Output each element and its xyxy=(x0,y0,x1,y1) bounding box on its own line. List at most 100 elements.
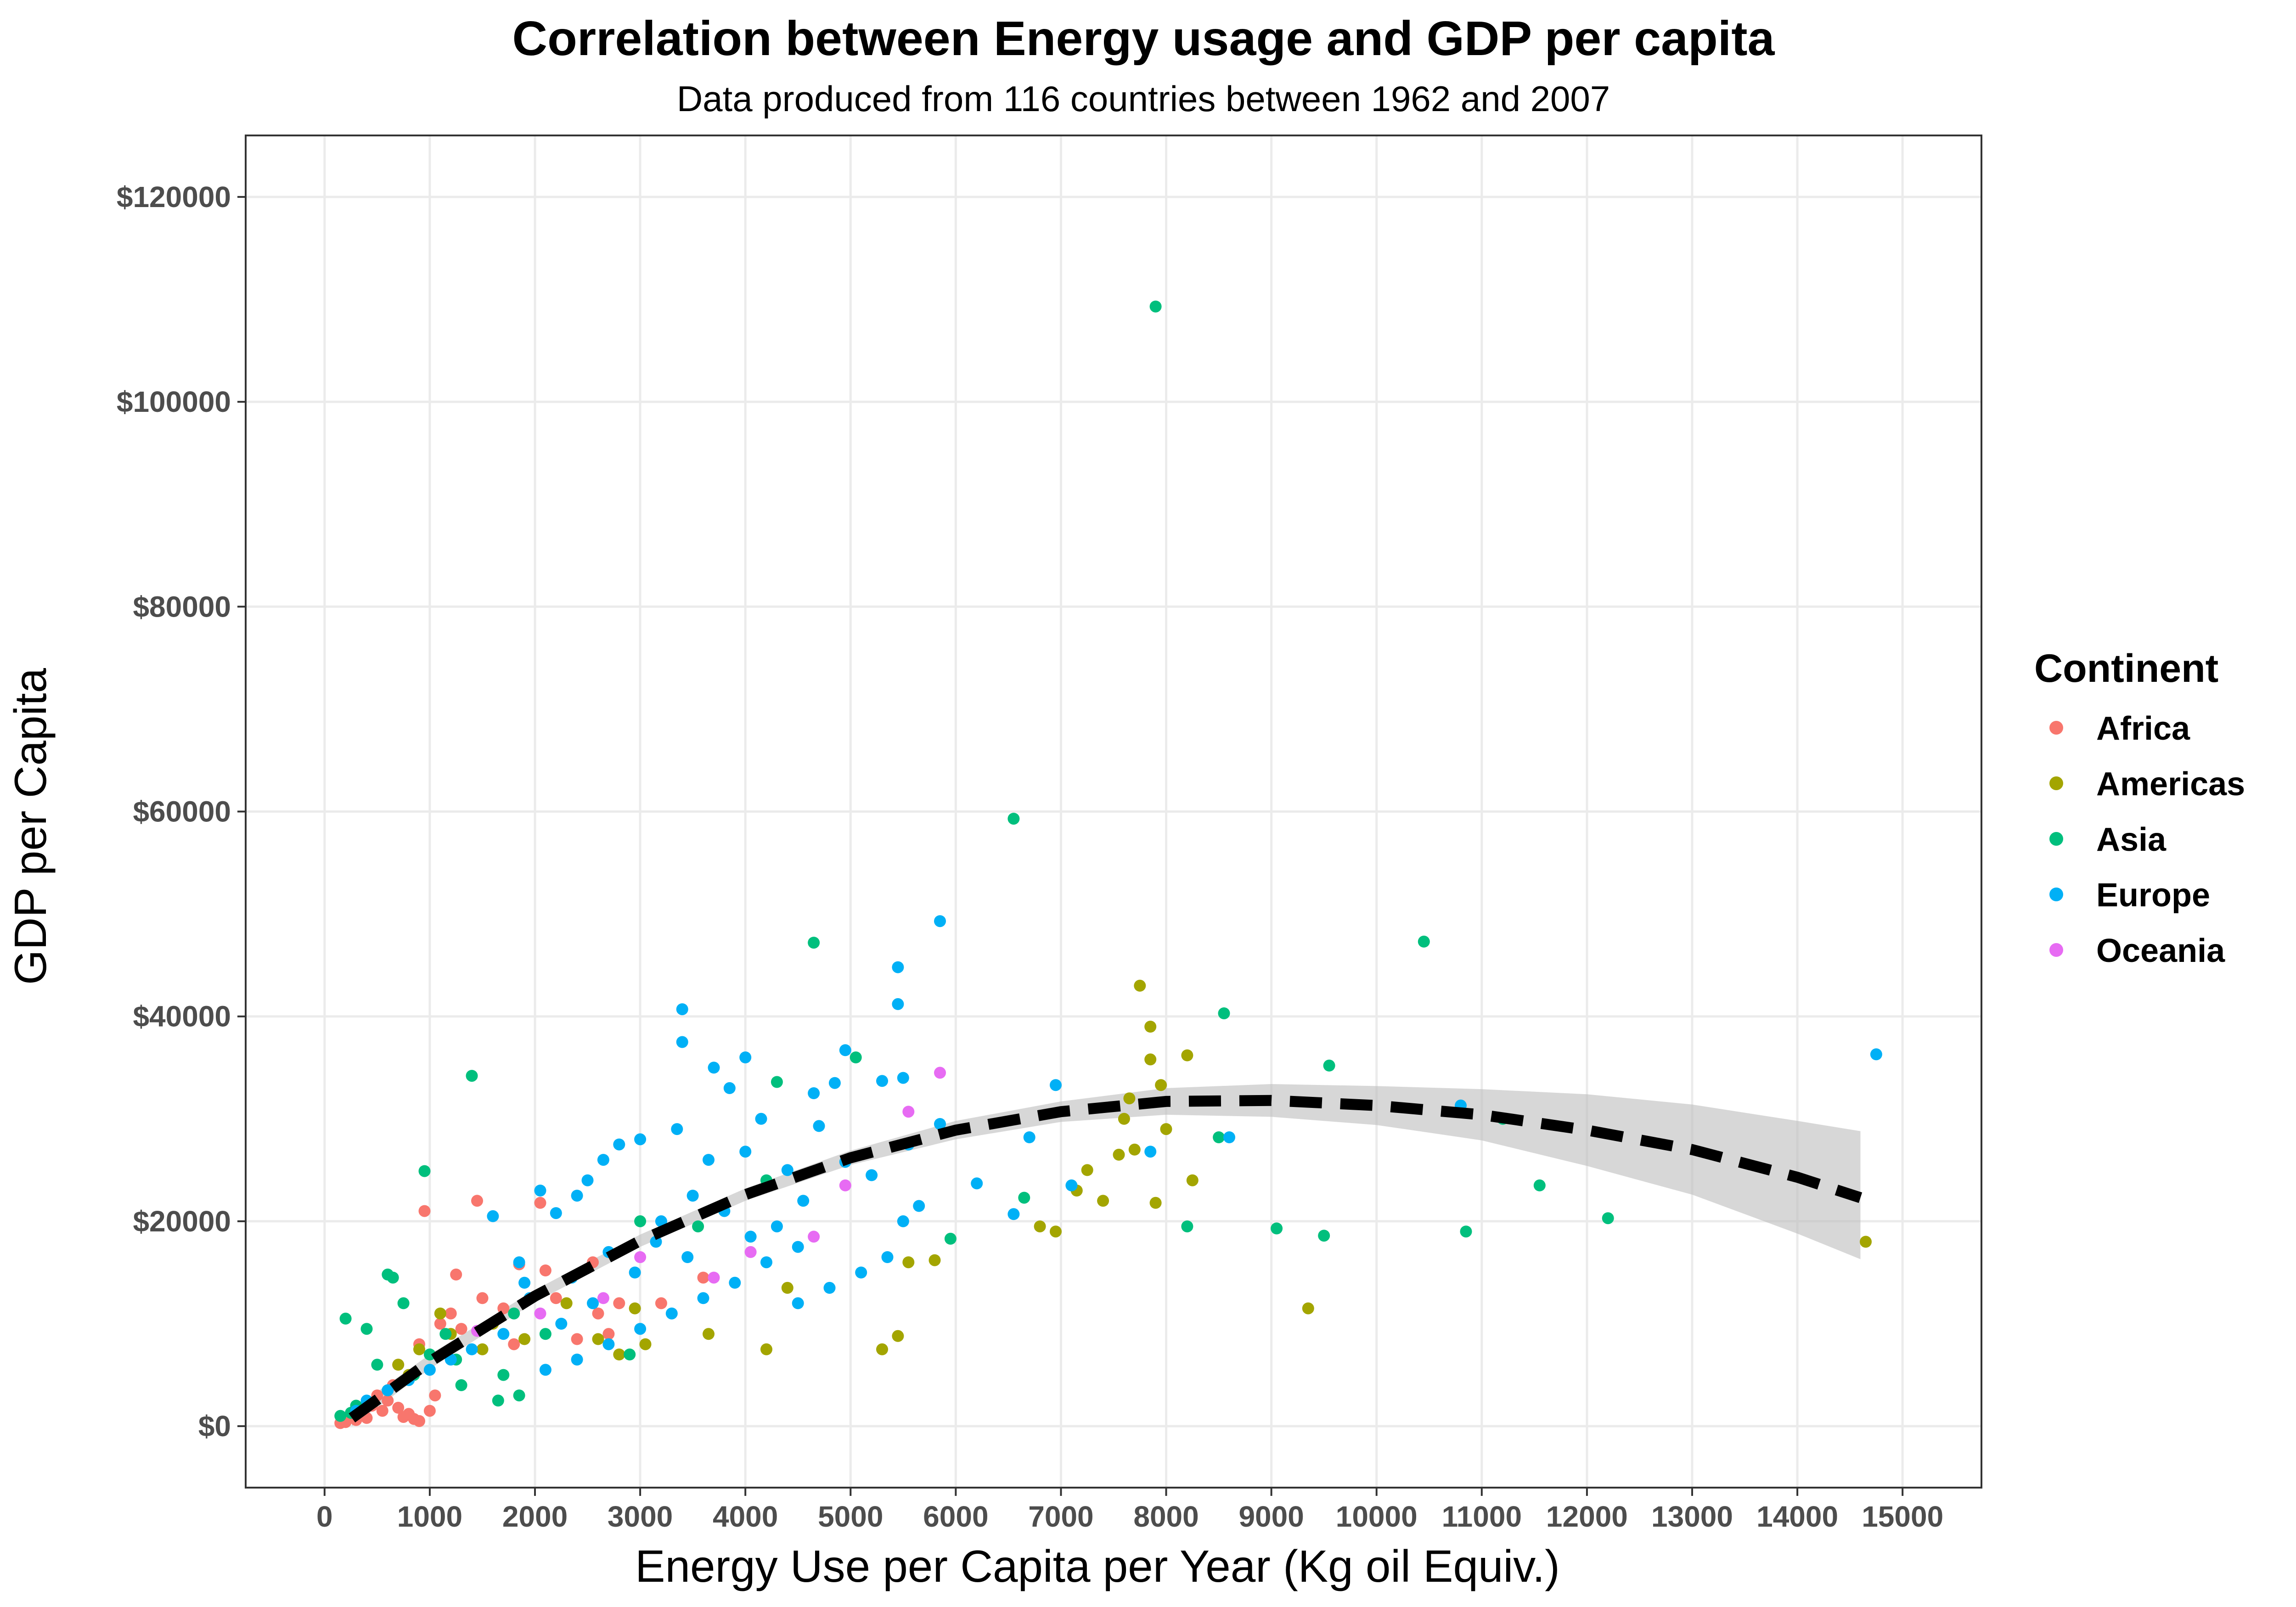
point-oceania xyxy=(534,1307,546,1320)
point-africa xyxy=(613,1297,625,1309)
grid-lines xyxy=(246,135,1981,1488)
point-africa xyxy=(534,1197,546,1209)
point-europe xyxy=(423,1364,436,1376)
point-asia xyxy=(455,1379,467,1391)
point-americas xyxy=(434,1307,446,1320)
point-americas xyxy=(592,1333,604,1345)
point-asia xyxy=(1007,813,1020,825)
point-asia xyxy=(1323,1059,1335,1072)
point-europe xyxy=(571,1190,583,1202)
point-europe xyxy=(729,1276,741,1289)
point-africa xyxy=(382,1394,394,1407)
point-africa xyxy=(376,1405,388,1417)
legend-label-americas: Americas xyxy=(2096,766,2245,803)
x-axis-label: Energy Use per Capita per Year (Kg oil E… xyxy=(635,1541,1560,1591)
point-europe xyxy=(687,1190,699,1202)
point-europe xyxy=(665,1307,678,1320)
point-asia xyxy=(423,1349,436,1360)
point-asia xyxy=(1018,1191,1030,1204)
legend-key-asia xyxy=(2049,832,2063,846)
point-europe xyxy=(771,1220,783,1233)
point-europe xyxy=(466,1343,478,1355)
x-tick-label: 6000 xyxy=(923,1500,988,1533)
point-africa xyxy=(471,1195,483,1207)
point-oceania xyxy=(597,1292,609,1304)
point-europe xyxy=(755,1113,767,1125)
point-europe xyxy=(897,1072,909,1084)
trend-line xyxy=(349,1095,1863,1423)
legend-key-europe xyxy=(2049,888,2063,901)
point-europe xyxy=(697,1292,709,1304)
point-oceania xyxy=(934,1067,946,1079)
point-americas xyxy=(902,1256,915,1269)
point-americas xyxy=(1149,1197,1162,1209)
point-americas xyxy=(1128,1143,1141,1156)
point-europe xyxy=(382,1384,394,1396)
y-axis-label: GDP per Capita xyxy=(5,668,56,985)
point-europe xyxy=(739,1146,752,1158)
point-europe xyxy=(892,998,904,1010)
point-americas xyxy=(1118,1113,1130,1125)
point-africa xyxy=(602,1328,615,1340)
point-asia xyxy=(466,1070,478,1082)
point-americas xyxy=(1050,1225,1062,1238)
point-asia xyxy=(1149,300,1162,313)
legend-label-asia: Asia xyxy=(2096,821,2167,858)
point-asia xyxy=(634,1215,647,1227)
point-europe xyxy=(676,1036,688,1048)
point-americas xyxy=(1181,1049,1193,1062)
point-europe xyxy=(497,1328,510,1340)
point-africa xyxy=(697,1271,709,1284)
point-europe xyxy=(1065,1179,1078,1191)
point-americas xyxy=(613,1349,625,1360)
x-tick-label: 15000 xyxy=(1862,1500,1943,1533)
x-tick-label: 9000 xyxy=(1238,1500,1304,1533)
point-asia xyxy=(334,1410,347,1422)
point-asia xyxy=(624,1349,636,1360)
y-tick-label: $120000 xyxy=(117,180,231,214)
point-asia xyxy=(692,1220,704,1233)
point-americas xyxy=(1186,1174,1199,1186)
y-axis-ticks: $0 $20000 $40000 $60000 $80000 $100000 $120000 xyxy=(117,180,246,1443)
point-africa xyxy=(445,1307,457,1320)
point-europe xyxy=(934,915,946,927)
point-europe xyxy=(739,1051,752,1063)
point-americas xyxy=(413,1343,425,1355)
x-tick-label: 12000 xyxy=(1546,1500,1628,1533)
chart-title: Correlation between Energy usage and GDP… xyxy=(512,11,1775,66)
point-asia xyxy=(418,1165,431,1177)
point-asia xyxy=(1418,935,1430,948)
point-europe xyxy=(571,1354,583,1366)
point-asia xyxy=(360,1323,373,1335)
point-europe xyxy=(1007,1208,1020,1220)
point-asia xyxy=(387,1271,399,1284)
point-europe xyxy=(708,1062,720,1074)
point-europe xyxy=(934,1118,946,1130)
point-americas xyxy=(1034,1220,1046,1233)
point-asia xyxy=(944,1232,957,1245)
point-americas xyxy=(876,1343,888,1355)
point-americas xyxy=(1097,1195,1109,1207)
point-americas xyxy=(781,1281,793,1294)
point-asia xyxy=(497,1369,510,1381)
point-europe xyxy=(613,1138,625,1151)
point-europe xyxy=(534,1185,546,1197)
point-europe xyxy=(797,1195,810,1207)
point-americas xyxy=(629,1302,641,1315)
data-points xyxy=(334,300,1882,1429)
legend-label-oceania: Oceania xyxy=(2096,933,2225,969)
point-europe xyxy=(866,1169,878,1181)
point-europe xyxy=(650,1236,662,1248)
point-asia xyxy=(539,1328,551,1340)
point-americas xyxy=(703,1328,715,1340)
point-americas xyxy=(929,1254,941,1266)
point-asia xyxy=(771,1076,783,1088)
point-africa xyxy=(571,1333,583,1345)
point-americas xyxy=(1160,1123,1172,1135)
point-africa xyxy=(413,1415,425,1427)
point-oceania xyxy=(839,1179,851,1191)
point-americas xyxy=(1134,979,1146,992)
point-europe xyxy=(1144,1146,1157,1158)
